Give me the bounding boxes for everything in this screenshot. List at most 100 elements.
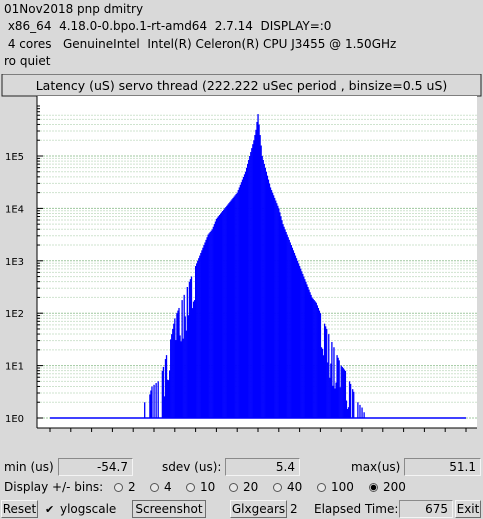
histogram-bar [217, 216, 220, 418]
histogram-bar [312, 298, 314, 418]
histogram-bar [205, 239, 207, 418]
histogram-bar [315, 302, 317, 418]
exit-button[interactable]: Exit [455, 500, 481, 518]
histogram-bar [169, 370, 171, 418]
histogram-bar [153, 384, 155, 418]
histogram-bar [181, 300, 183, 418]
histogram-bar [326, 328, 328, 418]
y-tick-label: 1E0 [5, 414, 24, 425]
histogram-bar [291, 247, 294, 418]
histogram-bar [149, 394, 151, 418]
histogram-bar [361, 407, 363, 418]
histogram-bar [234, 195, 236, 418]
bins-radio-20[interactable]: 20 [229, 479, 258, 495]
histogram-bar [166, 379, 169, 418]
histogram-bar [224, 208, 226, 418]
histogram-bar [330, 363, 332, 418]
bins-option-label: 20 [243, 480, 259, 494]
histogram-bar [215, 218, 218, 418]
histogram-bar [259, 135, 261, 418]
histogram-bar [287, 237, 289, 418]
histogram-bar [186, 287, 188, 418]
bins-radio-100[interactable]: 100 [317, 479, 354, 495]
max-label: max(us) [351, 460, 401, 474]
histogram-bar [243, 174, 246, 418]
histogram-bar [249, 156, 251, 418]
histogram-bar [319, 313, 322, 418]
histogram-bar [177, 310, 179, 418]
histogram-bar [277, 205, 279, 418]
histogram-bar [342, 368, 344, 418]
y-tick-label: 1E3 [5, 257, 24, 268]
histogram-bar [318, 310, 321, 418]
histogram-bar [216, 217, 219, 418]
bins-option-label: 100 [331, 480, 354, 494]
histogram-bar [359, 404, 361, 418]
reset-button[interactable]: Reset [1, 500, 38, 518]
histogram-bar [255, 129, 257, 419]
histogram-bar [320, 347, 323, 418]
histogram-bar [266, 175, 269, 418]
histogram-bar [174, 318, 176, 418]
histogram-bar [300, 268, 302, 418]
histogram-bar [275, 200, 277, 418]
histogram-bar [340, 365, 342, 418]
histogram-bar [281, 220, 283, 418]
histogram-bar [161, 370, 164, 418]
histogram-bar [207, 234, 209, 418]
histogram-bar [282, 224, 284, 418]
histogram-bar [345, 400, 348, 418]
bins-radio-200[interactable]: 200 [369, 479, 406, 495]
bins-option-label: 200 [383, 480, 406, 494]
histogram-bar [182, 338, 184, 418]
histogram-bar [226, 205, 228, 418]
radio-dot [273, 483, 282, 492]
histogram-bar [278, 208, 280, 418]
histogram-bar [352, 389, 354, 418]
min-label: min (us) [4, 460, 54, 474]
histogram-bar [305, 281, 307, 418]
histogram-svg: Latency (uS) servo thread (222.222 uSec … [0, 74, 483, 434]
glxgears-count: 2 [290, 502, 298, 516]
histogram-bar [238, 187, 240, 418]
histogram-bar [164, 359, 167, 418]
histogram-bar [299, 266, 301, 418]
bins-radio-10[interactable]: 10 [186, 479, 215, 495]
max-value: 51.1 [404, 458, 481, 476]
histogram-bar [363, 412, 365, 418]
bins-radio-2[interactable]: 2 [114, 479, 136, 495]
histogram-bar [333, 347, 335, 418]
bins-radio-40[interactable]: 40 [273, 479, 302, 495]
histogram-bar [250, 152, 252, 418]
histogram-bar [228, 203, 230, 418]
histogram-bar [199, 255, 201, 418]
bins-radio-4[interactable]: 4 [150, 479, 172, 495]
screenshot-button[interactable]: Screenshot [132, 500, 206, 518]
latency-histogram: Latency (uS) servo thread (222.222 uSec … [0, 74, 483, 434]
histogram-bar [309, 292, 311, 418]
histogram-bar [265, 171, 268, 418]
histogram-bar [310, 294, 312, 418]
histogram-bar [327, 362, 329, 418]
histogram-bar [178, 307, 180, 418]
histogram-bar [187, 315, 190, 418]
ylogscale-checkbox[interactable]: ylogscale [45, 500, 116, 519]
histogram-bar [280, 216, 282, 418]
histogram-bar [188, 281, 191, 418]
histogram-bar [151, 386, 153, 418]
histogram-bar [302, 273, 304, 418]
glxgears-button[interactable]: Glxgears [230, 500, 287, 518]
y-tick-label: 1E2 [5, 309, 24, 320]
histogram-bar [236, 192, 238, 418]
histogram-bar [241, 179, 244, 418]
histogram-bar [213, 224, 216, 418]
histogram-bar [284, 229, 286, 418]
min-value: -54.7 [58, 458, 133, 476]
histogram-bar [316, 305, 318, 418]
histogram-bar [357, 402, 359, 418]
header-line-4: ro quiet [4, 54, 51, 68]
histogram-bar [332, 385, 334, 418]
histogram-bar [322, 355, 325, 418]
histogram-bar [274, 197, 276, 418]
histogram-bar [262, 159, 264, 418]
